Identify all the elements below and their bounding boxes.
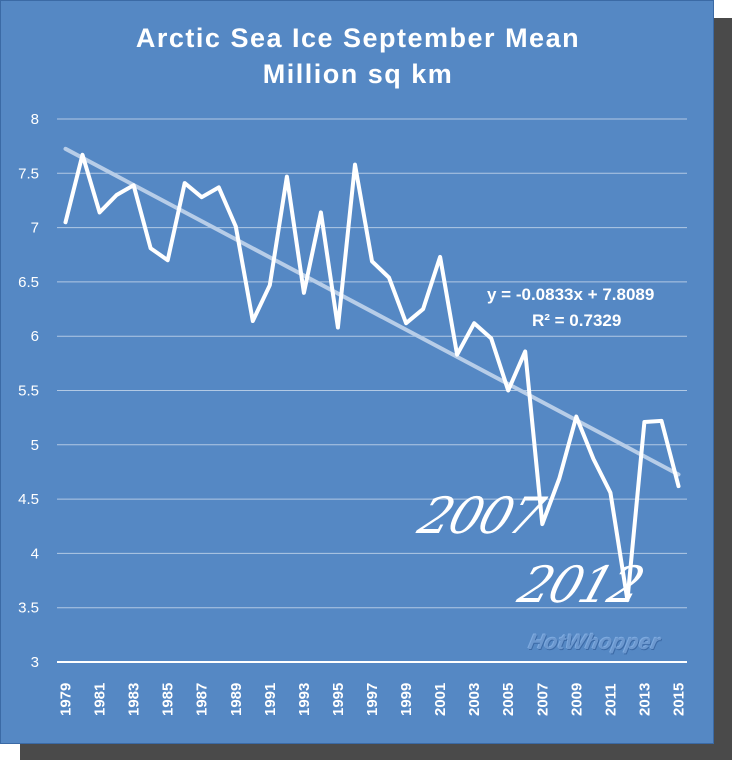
data-point (676, 484, 680, 488)
series-group (63, 152, 681, 603)
data-point (387, 276, 391, 280)
y-tick-label: 6.5 (18, 274, 39, 291)
chart-panel: 3 3.5 4 4.5 5 5.5 6 6.5 7 7.5 8 1979 1981 1983 1985 19… (0, 0, 714, 744)
data-point (302, 291, 306, 295)
x-tick-label: 2001 (432, 683, 449, 716)
x-tick-label: 1981 (92, 683, 109, 716)
x-tick-label: 1985 (160, 683, 177, 716)
data-point (557, 476, 561, 480)
data-point (217, 185, 221, 189)
data-point (166, 258, 170, 262)
y-tick-label: 3 (31, 654, 39, 671)
x-tick-label: 2007 (534, 683, 551, 716)
data-point (132, 183, 136, 187)
y-tick-label: 5 (31, 437, 39, 454)
data-point (625, 598, 629, 602)
gridlines (57, 118, 687, 663)
y-tick-label: 7.5 (18, 165, 39, 182)
data-point (285, 175, 289, 179)
data-point (234, 225, 238, 229)
x-axis-ticks: 1979 1981 1983 1985 1987 1989 1991 1993 1995 1997… (58, 683, 688, 716)
data-point (659, 419, 663, 423)
x-tick-label: 1993 (296, 683, 313, 716)
data-point (319, 210, 323, 214)
data-point (183, 181, 187, 185)
data-point (455, 353, 459, 357)
data-point (64, 220, 68, 224)
data-point (489, 336, 493, 340)
x-tick-label: 2009 (568, 683, 585, 716)
data-point (540, 522, 544, 526)
data-point (404, 321, 408, 325)
line-chart: 33.544.555.566.577.58 1979 1981 1983 1985 19… (18, 111, 688, 716)
data-point (98, 210, 102, 214)
trendline-r-squared: R² = 0.7329 (532, 311, 622, 330)
x-tick-label: 2005 (500, 683, 517, 716)
y-tick-label: 6 (31, 328, 39, 345)
data-point (523, 349, 527, 353)
data-point (506, 389, 510, 392)
x-tick-label: 1983 (126, 683, 143, 716)
series-line (63, 152, 681, 603)
data-point (472, 321, 476, 325)
y-axis-ticks: 3 3.5 4 4.5 5 5.5 6 6.5 7 7.5 8 (18, 111, 39, 671)
chart-subtitle: Million sq km (262, 59, 454, 89)
data-point (200, 195, 204, 199)
data-point (591, 457, 595, 461)
y-tick-label: 8 (31, 111, 39, 128)
y-tick-label: 3.5 (18, 600, 39, 617)
data-point (642, 420, 646, 424)
y-tick-label: 4.5 (18, 491, 39, 508)
x-tick-label: 1995 (330, 683, 347, 716)
y-tick-label: 4 (31, 545, 39, 562)
y-tick-label: 7 (31, 220, 39, 237)
x-tick-label: 1999 (398, 683, 415, 716)
x-tick-label: 2011 (602, 683, 619, 716)
y-tick-label: 5.5 (18, 383, 39, 400)
watermark-logo: HotWhopper (526, 631, 663, 654)
data-point (81, 153, 85, 157)
x-tick-label: 1997 (364, 683, 381, 716)
data-point (370, 259, 374, 263)
data-point (353, 163, 357, 167)
data-point (149, 246, 153, 250)
data-point (438, 255, 442, 259)
data-point (574, 415, 578, 419)
chart-title: Arctic Sea Ice September Mean (135, 23, 581, 53)
annotation-2012: 2012 (511, 556, 650, 614)
x-tick-label: 1987 (194, 683, 211, 716)
data-point (421, 307, 425, 311)
x-tick-label: 1991 (262, 683, 279, 716)
x-tick-label: 2015 (670, 683, 687, 716)
annotation-2007: 2007 (411, 487, 550, 545)
x-tick-label: 1989 (228, 683, 245, 716)
x-tick-label: 1979 (58, 683, 75, 716)
data-point (336, 326, 340, 330)
data-point (251, 319, 255, 323)
data-point (608, 491, 612, 495)
trendline-equation: y = -0.0833x + 7.8089 (487, 285, 655, 304)
data-point (268, 283, 272, 287)
x-tick-label: 2013 (636, 683, 653, 716)
data-point (115, 193, 119, 197)
x-tick-label: 2003 (466, 683, 483, 716)
